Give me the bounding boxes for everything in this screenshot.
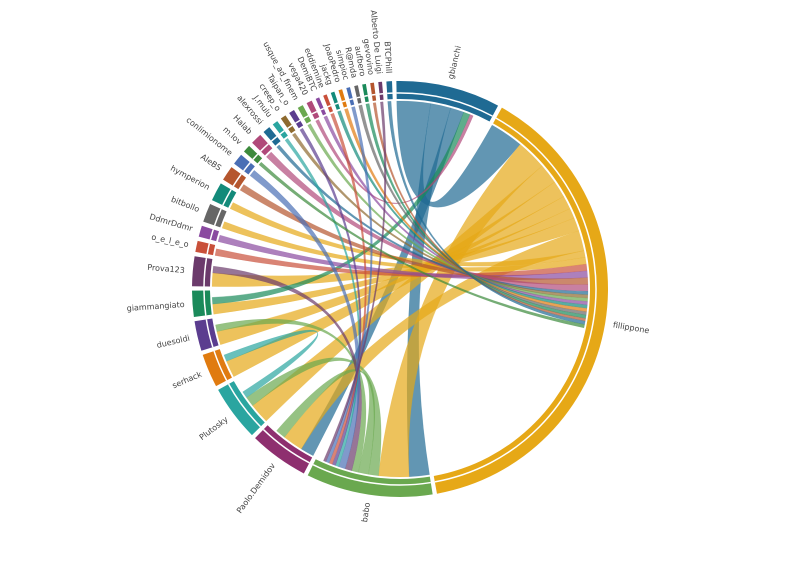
- node-arc: [307, 459, 433, 497]
- node-arc-divider: [206, 243, 211, 255]
- node-arc-divider: [356, 96, 361, 99]
- node-arc: [223, 167, 247, 190]
- chord-ribbon: [229, 202, 586, 267]
- chord-ribbon: [284, 137, 361, 468]
- chord-ribbon: [372, 102, 586, 322]
- node-arc-divider: [203, 257, 208, 287]
- node-arc-divider: [209, 229, 215, 240]
- chord-ribbon: [265, 151, 589, 292]
- node-arc-divider: [334, 102, 339, 105]
- node-arc-divider: [243, 162, 251, 172]
- node-arc-divider: [203, 290, 207, 316]
- node-arc-divider: [364, 94, 368, 98]
- node-arc: [378, 81, 384, 101]
- node-arc-divider: [320, 107, 325, 111]
- node-arc-divider: [270, 135, 278, 142]
- node-arc: [218, 381, 265, 436]
- chord-ribbon: [358, 104, 587, 316]
- node-label: BTCPhill: [383, 41, 394, 73]
- chord-ribbon: [276, 144, 589, 295]
- chord-ribbon: [239, 184, 589, 285]
- node-arc-divider: [312, 463, 431, 486]
- chord-ribbon: [328, 112, 367, 465]
- node-label: DdmrDdmr: [148, 212, 194, 233]
- node-label: hymperion: [169, 164, 211, 192]
- node-arc: [338, 89, 348, 108]
- node-arc: [396, 81, 499, 122]
- node-arc: [252, 134, 273, 156]
- chord-ribbon: [325, 106, 373, 464]
- node-arc-divider: [287, 124, 293, 129]
- node-arc-divider: [227, 383, 262, 428]
- node-arc: [243, 145, 263, 164]
- node-arc-divider: [205, 319, 214, 348]
- node-label: Plutosky: [198, 415, 230, 442]
- chord-ribbon: [387, 100, 586, 325]
- chord-ribbon: [299, 127, 362, 466]
- node-arc-divider: [252, 153, 259, 160]
- node-arc: [195, 240, 216, 256]
- node-label: Prova123: [147, 263, 185, 275]
- chord-ribbon: [365, 103, 587, 319]
- node-arc: [211, 183, 237, 208]
- chord-ribbon: [258, 161, 585, 329]
- node-arc: [255, 425, 313, 474]
- node-arc-divider: [349, 98, 354, 101]
- node-arc-divider: [262, 429, 310, 464]
- node-arc-divider: [434, 117, 597, 483]
- node-arc: [192, 290, 212, 317]
- node-arc-divider: [260, 143, 269, 152]
- node-arc: [315, 97, 327, 116]
- chord-ribbon: [307, 123, 589, 302]
- node-arc: [234, 154, 255, 175]
- node-arc: [272, 121, 288, 139]
- node-arc: [280, 115, 296, 134]
- node-arc-divider: [303, 115, 309, 119]
- node-label: bitbollo: [170, 195, 201, 214]
- node-arc: [354, 85, 362, 104]
- node-arc-divider: [232, 173, 242, 187]
- node-arc: [194, 318, 219, 351]
- ribbons: [211, 100, 589, 478]
- node-arc-divider: [311, 110, 318, 115]
- node-arc-divider: [327, 104, 332, 108]
- chord-ribbon: [291, 132, 589, 299]
- node-label: AleBS: [199, 152, 223, 172]
- node-arc: [289, 110, 304, 129]
- node-arc: [386, 81, 393, 100]
- node-arc-divider: [213, 208, 222, 226]
- node-arc: [297, 105, 312, 124]
- chord-ribbon: [223, 329, 319, 398]
- chord-ribbon: [249, 169, 361, 470]
- node-arc-divider: [341, 100, 346, 103]
- chord-ribbon: [214, 248, 588, 278]
- node-arc-divider: [213, 350, 228, 381]
- chord-ribbon: [323, 101, 387, 463]
- node-arc-divider: [295, 119, 301, 124]
- node-label: babo: [360, 502, 372, 523]
- node-arc: [330, 91, 341, 110]
- node-arc: [346, 87, 355, 106]
- chord-ribbon: [276, 369, 375, 475]
- node-arc: [370, 82, 377, 101]
- chord-ribbon: [212, 265, 362, 471]
- node-arc: [263, 127, 281, 146]
- node-label: duesoldi: [156, 334, 191, 350]
- node-label: o_e_l_e_o: [151, 233, 190, 250]
- node-arc: [192, 256, 213, 287]
- node-arc: [323, 94, 334, 113]
- node-arc-divider: [396, 92, 493, 117]
- node-label: serhack: [171, 370, 204, 391]
- node-arc-divider: [222, 189, 232, 206]
- node-arc: [306, 100, 320, 120]
- node-arc: [362, 83, 369, 103]
- node-arc-divider: [279, 130, 285, 135]
- node-label: fillippone: [612, 320, 650, 335]
- node-label: giammangiato: [126, 300, 185, 313]
- node-label: gbianchi: [446, 45, 463, 80]
- node-arc: [198, 225, 220, 242]
- node-label: Paolo.Demidov: [235, 461, 277, 515]
